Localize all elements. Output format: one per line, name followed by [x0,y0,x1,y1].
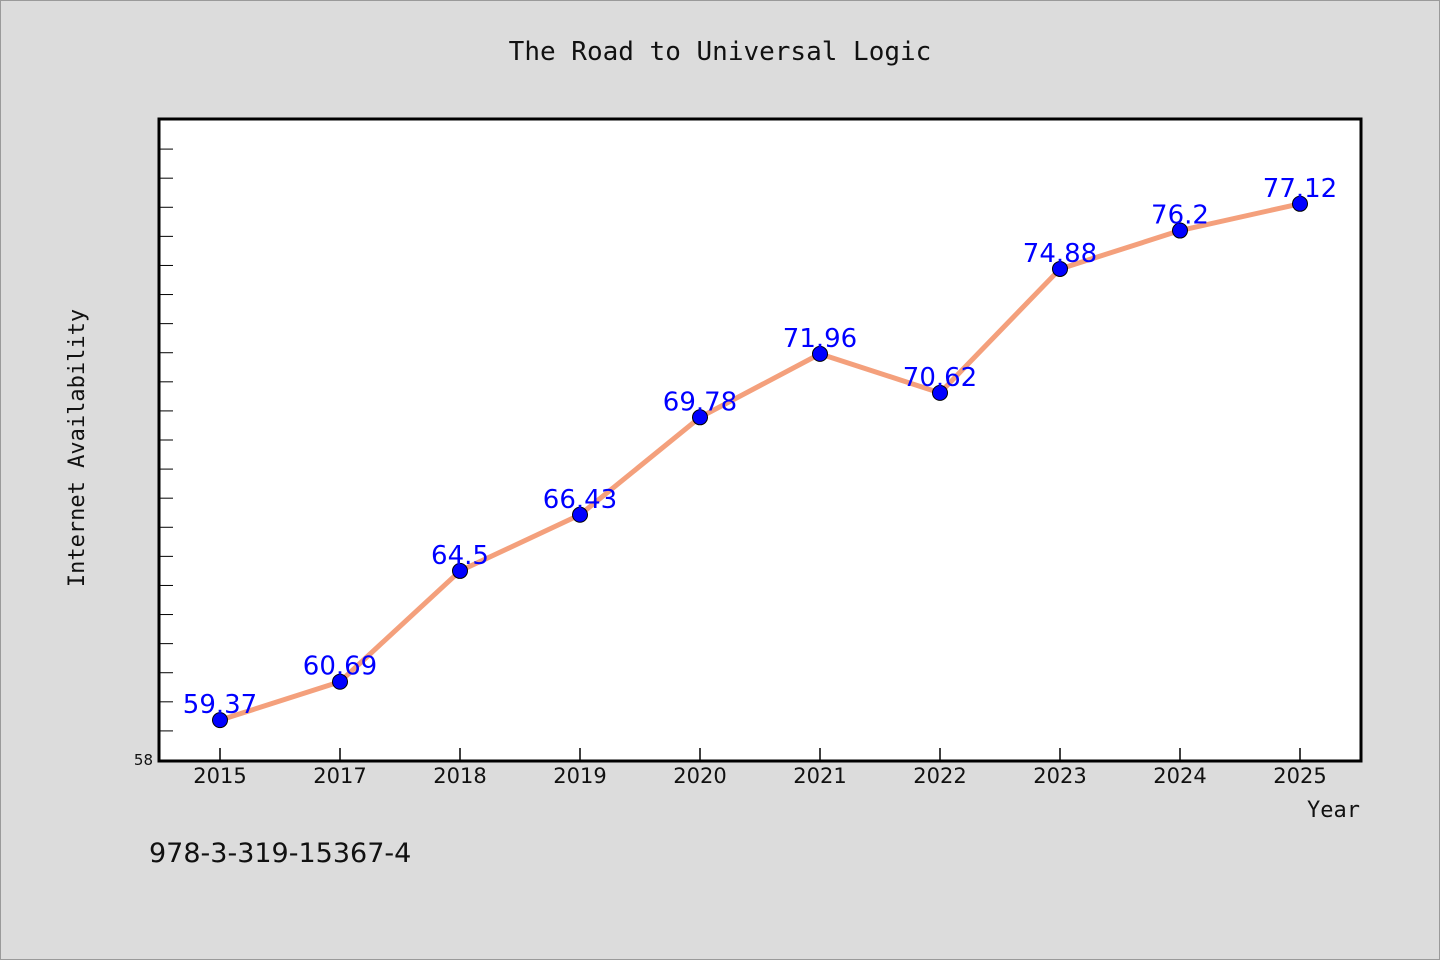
data-label: 74.88 [1023,239,1097,269]
data-point [452,562,468,579]
x-tick-label: 2019 [553,764,606,788]
x-tick-label: 2022 [913,764,966,788]
data-point [692,409,708,426]
y-tick-label: 58 [134,751,153,769]
data-labels: 59.37 60.69 64.5 66.43 69.78 71.96 70.62 74.88 7… [183,174,1337,720]
data-label: 71.96 [783,324,857,354]
chart-title: The Road to Universal Logic [509,37,932,67]
x-tick-label: 2017 [313,764,366,788]
series-markers [212,195,1308,729]
data-point [812,345,828,362]
data-label: 64.5 [431,541,489,571]
x-tick-label: 2021 [793,764,846,788]
data-point [932,384,948,401]
data-label: 59.37 [183,690,257,720]
x-tick-label: 2023 [1033,764,1086,788]
data-point [572,506,588,523]
y-axis-tick-labels: 58 [134,751,153,769]
data-label: 70.62 [903,363,977,393]
x-tick-label: 2020 [673,764,726,788]
isbn-text: 978-3-319-15367-4 [149,838,411,869]
data-label: 69.78 [663,387,737,417]
data-point [332,673,348,690]
data-label: 76.2 [1151,201,1209,231]
x-tick-label: 2018 [433,764,486,788]
y-axis-ticks [160,119,173,761]
y-axis-label: Internet Availability [65,309,90,587]
data-point [1172,222,1188,239]
data-label: 60.69 [303,652,377,682]
data-label: 66.43 [543,485,617,515]
data-point [212,712,228,729]
x-axis-label: Year [1307,798,1360,823]
x-tick-label: 2024 [1153,764,1206,788]
data-label: 77.12 [1263,174,1337,204]
x-axis-ticks [219,748,1301,760]
series-line [217,201,1303,723]
plot-area [157,117,1363,763]
data-point [1292,195,1308,212]
data-point [1052,260,1068,277]
x-tick-label: 2015 [193,764,246,788]
x-tick-label: 2025 [1273,764,1326,788]
x-axis-tick-labels: 2015 2017 2018 2019 2020 2021 2022 2023 2024 2025 [193,764,1326,788]
